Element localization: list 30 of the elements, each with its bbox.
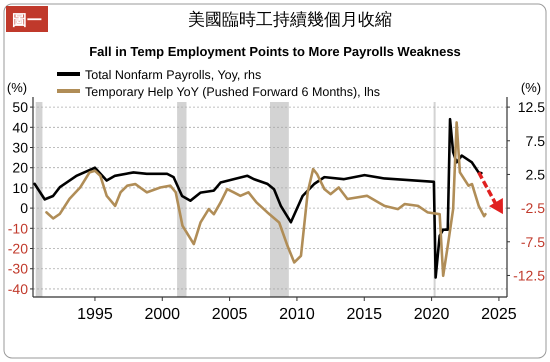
legend-label: Temporary Help YoY (Pushed Forward 6 Months), lhs bbox=[85, 85, 380, 99]
y-tick-label: -20 bbox=[8, 240, 28, 257]
y-tick-label: 10 bbox=[12, 180, 28, 196]
y2-tick-label: -7.5 bbox=[520, 234, 546, 250]
y-tick-label: 40 bbox=[12, 119, 28, 136]
y-tick-label: 30 bbox=[12, 140, 28, 156]
text: 圖一 bbox=[12, 12, 42, 29]
chart-subtitle: Fall in Temp Employment Points to More Payrolls Weakness bbox=[89, 44, 461, 59]
y2-tick-label: 2.5 bbox=[526, 166, 546, 182]
legend-label: Total Nonfarm Payrolls, Yoy, rhs bbox=[85, 68, 262, 82]
x-tick-label: 1995 bbox=[77, 306, 113, 323]
x-tick-label: 2020 bbox=[414, 306, 450, 323]
y-tick-label: 20 bbox=[12, 160, 28, 176]
x-tick-label: 2010 bbox=[279, 306, 315, 323]
chart-title: 美國臨時工持續幾個月收縮 bbox=[188, 10, 392, 29]
y-tick-label: -10 bbox=[8, 220, 28, 236]
y2-tick-label: -2.5 bbox=[520, 200, 546, 216]
x-tick-label: 2025 bbox=[481, 306, 517, 323]
y-tick-label: -30 bbox=[8, 260, 28, 277]
y2-axis-title: (%) bbox=[520, 80, 542, 95]
y2-tick-label: -12.5 bbox=[513, 267, 546, 284]
y2-tick-label: 7.5 bbox=[526, 132, 546, 149]
y-tick-label: -40 bbox=[8, 280, 28, 297]
y-axis-title: (%) bbox=[6, 80, 28, 95]
y-tick-label: 0 bbox=[20, 200, 28, 216]
y-tick-label: 50 bbox=[12, 99, 28, 116]
x-tick-label: 2000 bbox=[144, 306, 180, 323]
x-tick-label: 2005 bbox=[212, 306, 248, 323]
y2-tick-label: 12.5 bbox=[518, 99, 546, 116]
x-tick-label: 2015 bbox=[346, 306, 382, 323]
